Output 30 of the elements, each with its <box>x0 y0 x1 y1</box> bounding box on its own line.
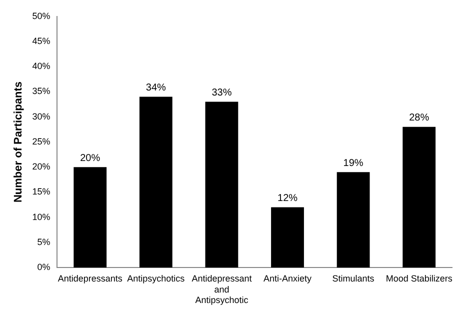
bar <box>271 207 304 268</box>
y-tick-label: 5% <box>37 236 50 247</box>
x-tick-label: Antipsychotics <box>127 273 186 284</box>
data-label: 20% <box>80 152 100 164</box>
x-tick-label: Antidepressants <box>58 273 123 284</box>
y-tick-label: 25% <box>32 136 50 146</box>
y-tick-label: 15% <box>32 186 50 197</box>
y-tick-label: 45% <box>32 36 50 46</box>
bar <box>336 172 370 268</box>
bar <box>402 126 436 268</box>
y-axis-title: Number of Participants <box>12 81 25 203</box>
bar <box>205 102 238 268</box>
data-label: 34% <box>146 82 166 94</box>
y-tick-label: 10% <box>32 212 50 222</box>
y-tick-label: 40% <box>32 61 50 72</box>
x-tick-label: Mood Stabilizers <box>386 273 453 284</box>
data-label: 12% <box>278 193 298 204</box>
x-tick-label: Stimulants <box>332 273 375 284</box>
y-tick-label: 35% <box>32 86 50 96</box>
x-tick-label: Anti-Anxiety <box>263 273 312 284</box>
data-label: 28% <box>409 112 430 124</box>
y-tick-label: 20% <box>32 162 50 172</box>
data-label: 19% <box>343 158 364 169</box>
y-tick-label: 50% <box>32 10 50 21</box>
y-tick-label: 30% <box>32 111 50 122</box>
bar <box>74 167 107 268</box>
bar <box>139 96 172 268</box>
y-tick-label: 0% <box>37 262 50 272</box>
data-label: 33% <box>212 88 232 99</box>
x-tick-label: Antidepressant and Antipsychotic <box>192 273 252 306</box>
